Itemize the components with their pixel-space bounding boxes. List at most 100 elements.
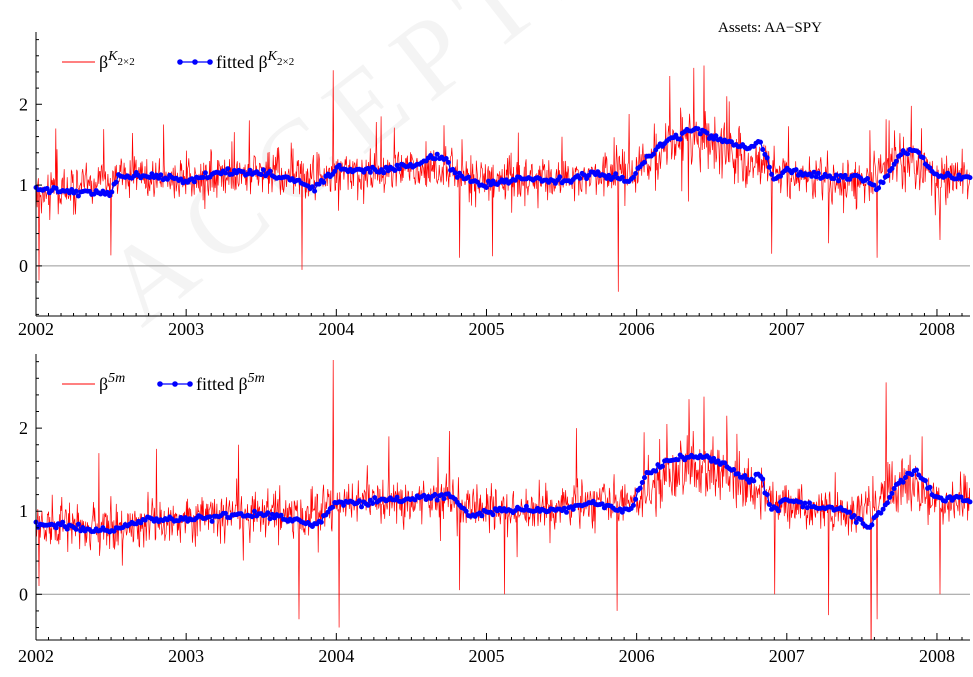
fitted-point xyxy=(764,492,770,498)
fitted-point xyxy=(751,478,757,484)
legend-swatch-point xyxy=(207,59,213,65)
fitted-point xyxy=(775,508,781,514)
fitted-point xyxy=(267,516,273,522)
fitted-point xyxy=(893,158,899,164)
x-tick-label: 2003 xyxy=(168,319,204,339)
fitted-point xyxy=(633,496,639,502)
fitted-point xyxy=(606,172,612,178)
legend-label: fitted β5m xyxy=(196,371,265,394)
x-tick-label: 2008 xyxy=(919,319,955,339)
fitted-point xyxy=(731,467,737,472)
fitted-point xyxy=(851,513,857,518)
fitted-point xyxy=(434,497,440,503)
fitted-point xyxy=(445,159,451,165)
fitted-point xyxy=(252,508,257,514)
fitted-point xyxy=(858,517,864,522)
fitted-point xyxy=(432,156,438,162)
legend-swatch-point xyxy=(172,381,178,387)
fitted-point xyxy=(223,510,228,516)
fitted-point xyxy=(486,178,491,184)
fitted-point xyxy=(107,193,113,199)
fitted-point xyxy=(372,495,378,501)
fitted-point xyxy=(673,132,679,138)
fitted-point xyxy=(793,167,799,173)
fitted-point xyxy=(278,512,284,518)
fitted-point xyxy=(613,171,619,177)
fitted-point xyxy=(223,170,228,176)
fitted-point xyxy=(800,504,806,510)
fitted-point xyxy=(73,188,79,194)
fitted-point xyxy=(265,510,271,516)
fitted-point xyxy=(394,162,400,168)
fitted-point xyxy=(64,526,70,532)
fitted-point xyxy=(149,171,155,177)
fitted-point xyxy=(885,500,890,506)
fitted-point xyxy=(330,504,335,510)
fitted-point xyxy=(109,189,115,195)
fitted-point xyxy=(421,492,427,498)
fitted-point xyxy=(869,522,875,528)
fitted-point xyxy=(900,479,906,485)
fitted-point xyxy=(249,514,255,520)
fitted-point xyxy=(490,512,496,518)
fitted-point xyxy=(523,503,529,509)
fitted-point xyxy=(842,172,848,178)
fitted-point xyxy=(630,502,636,508)
legend-sub: 2×2 xyxy=(118,56,135,68)
fitted-point xyxy=(706,455,712,461)
fitted-point xyxy=(564,509,569,515)
fitted-point xyxy=(412,497,418,503)
fitted-point xyxy=(432,492,438,497)
fitted-point xyxy=(659,463,665,469)
fitted-point xyxy=(889,166,895,171)
fitted-point xyxy=(764,155,770,161)
fitted-point xyxy=(483,185,489,190)
fitted-point xyxy=(967,175,973,181)
y-tick-label: 2 xyxy=(19,418,28,438)
fitted-point xyxy=(633,171,639,176)
fitted-point xyxy=(247,167,253,173)
legend-swatch-point xyxy=(157,381,163,387)
fitted-point xyxy=(75,521,81,527)
assets-annotation: Assets: AA−SPY xyxy=(718,20,822,36)
legend-sup: 5m xyxy=(108,371,125,386)
x-tick-label: 2006 xyxy=(619,319,655,339)
fitted-point xyxy=(207,514,213,520)
x-tick-label: 2007 xyxy=(769,646,805,666)
legend-label: fitted βK2×2 xyxy=(216,49,294,72)
fitted-point xyxy=(381,170,387,176)
fitted-point xyxy=(209,518,215,524)
x-tick-label: 2005 xyxy=(468,319,504,339)
fitted-point xyxy=(452,170,458,176)
fitted-point xyxy=(463,508,469,514)
fitted-point xyxy=(75,193,81,199)
fitted-point xyxy=(742,473,748,478)
fitted-point xyxy=(454,174,460,180)
legend-label: βK2×2 xyxy=(99,49,135,72)
fitted-point xyxy=(577,175,583,181)
x-tick-label: 2003 xyxy=(168,646,204,666)
fitted-point xyxy=(260,167,266,173)
fitted-point xyxy=(639,480,645,485)
fitted-point xyxy=(876,185,882,191)
fitted-point xyxy=(245,171,251,177)
fitted-point xyxy=(570,506,576,512)
fitted-point xyxy=(44,186,50,191)
fitted-point xyxy=(815,170,821,176)
legend-sup: K xyxy=(107,49,118,64)
fitted-point xyxy=(113,179,119,185)
fitted-point xyxy=(880,506,886,512)
fitted-point xyxy=(182,515,188,521)
fitted-point xyxy=(916,150,922,155)
fitted-point xyxy=(760,476,766,482)
fitted-point xyxy=(704,130,710,136)
fitted-point xyxy=(202,170,208,176)
fitted-point xyxy=(359,504,364,510)
x-tick-label: 2004 xyxy=(318,319,354,339)
fitted-point xyxy=(909,472,915,478)
legend-prefix: fitted xyxy=(216,52,259,72)
fitted-point xyxy=(958,494,964,500)
